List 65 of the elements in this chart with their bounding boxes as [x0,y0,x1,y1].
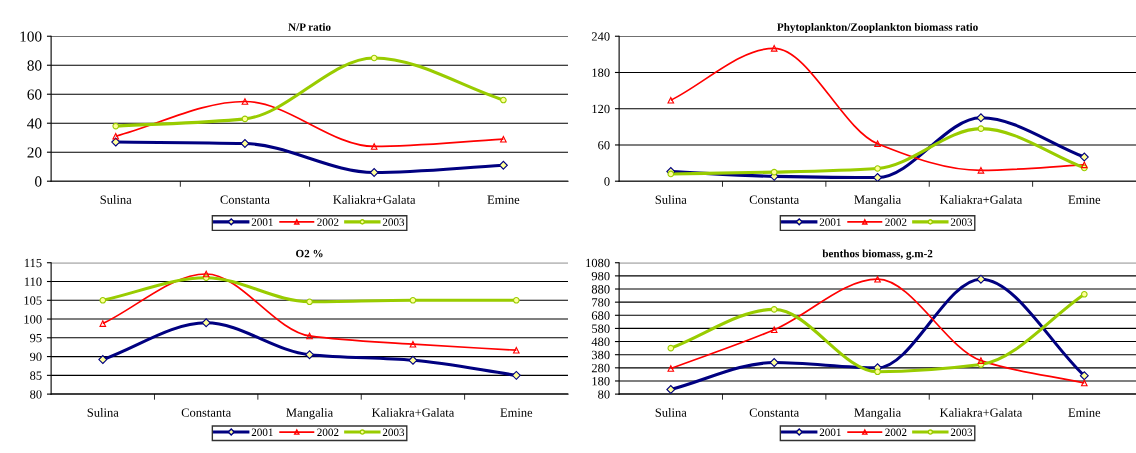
legend-label: 2002 [885,218,907,226]
legend-label: 2003 [950,218,973,226]
y-tick-label: 1080 [586,258,610,268]
x-tick-label: Constanta [749,408,800,417]
legend-label: 2001 [819,428,841,437]
y-tick-label: 680 [591,311,610,320]
x-tick-label: Kaliakra+Galata [333,195,416,204]
chart-title: Phytoplankton/Zooplankton biomass ratio [777,22,978,34]
legend-label: 2002 [885,428,907,437]
x-tick-label: Mangalia [854,408,901,420]
x-tick-label: Constanta [220,195,270,204]
y-tick-label: 980 [591,271,610,281]
y-tick-label: 110 [24,277,42,286]
legend-label: 2001 [819,218,841,226]
legend-label: 2002 [317,428,339,437]
y-tick-label: 180 [592,68,610,77]
y-tick-label: 380 [591,350,610,360]
legend-label: 2003 [382,218,405,226]
x-tick-label: Mangalia [286,408,333,420]
y-tick-label: 40 [27,118,42,129]
x-tick-label: Emine [1068,408,1101,417]
legend-label: 2001 [251,428,273,437]
legend-label: 2003 [382,428,405,437]
y-tick-label: 85 [30,371,42,380]
y-tick-label: 120 [592,104,610,114]
chart-title: O2 % [296,249,323,258]
legend-label: 2003 [950,428,973,437]
y-tick-label: 280 [591,363,610,373]
y-tick-label: 100 [20,31,42,42]
y-tick-label: 180 [592,377,610,386]
x-tick-label: Emine [500,408,533,417]
y-tick-label: 95 [29,333,42,343]
x-tick-label: Sulina [655,195,687,204]
x-tick-label: Sulina [100,195,132,204]
y-tick-label: 90 [29,352,42,362]
y-tick-label: 80 [598,390,610,399]
y-tick-label: 115 [24,258,42,268]
x-tick-label: Emine [487,195,520,204]
x-tick-label: Constanta [181,408,232,417]
legend-label: 2001 [251,218,273,226]
y-tick-label: 880 [591,285,610,294]
x-tick-label: Constanta [749,195,800,204]
x-tick-label: Kaliakra+Galata [939,195,1023,204]
y-tick-label: 100 [24,315,42,324]
y-tick-label: 0 [35,176,42,187]
chart-title: benthos biomass, g.m-2 [822,249,933,260]
y-tick-label: 60 [598,140,610,150]
legend-label: 2002 [317,218,339,226]
y-tick-label: 105 [24,296,42,305]
chart-title: N/P ratio [288,22,331,31]
y-tick-label: 780 [592,298,610,307]
x-tick-label: Mangalia [854,195,901,207]
x-tick-label: Kaliakra+Galata [371,408,455,417]
x-tick-label: Sulina [87,408,119,417]
y-tick-label: 580 [592,324,610,333]
x-tick-label: Kaliakra+Galata [939,408,1023,417]
y-tick-label: 80 [27,60,42,71]
y-tick-label: 80 [30,390,42,399]
y-tick-label: 240 [591,32,610,41]
x-tick-label: Sulina [655,408,687,417]
x-tick-label: Emine [1068,195,1101,204]
y-tick-label: 480 [591,337,610,347]
y-tick-label: 0 [604,177,610,186]
y-tick-label: 60 [27,89,42,100]
y-tick-label: 20 [27,147,42,158]
